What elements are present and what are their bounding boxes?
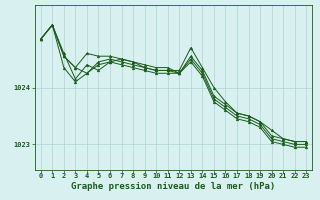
X-axis label: Graphe pression niveau de la mer (hPa): Graphe pression niveau de la mer (hPa) <box>71 182 276 191</box>
